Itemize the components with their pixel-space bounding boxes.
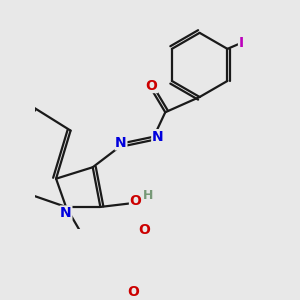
Text: I: I xyxy=(238,36,244,50)
Text: O: O xyxy=(127,286,139,299)
Text: N: N xyxy=(115,136,127,150)
Text: N: N xyxy=(60,206,72,220)
Text: O: O xyxy=(146,79,158,92)
Text: N: N xyxy=(152,130,164,144)
Text: O: O xyxy=(130,194,141,208)
Text: H: H xyxy=(142,189,153,202)
Text: O: O xyxy=(138,223,150,237)
